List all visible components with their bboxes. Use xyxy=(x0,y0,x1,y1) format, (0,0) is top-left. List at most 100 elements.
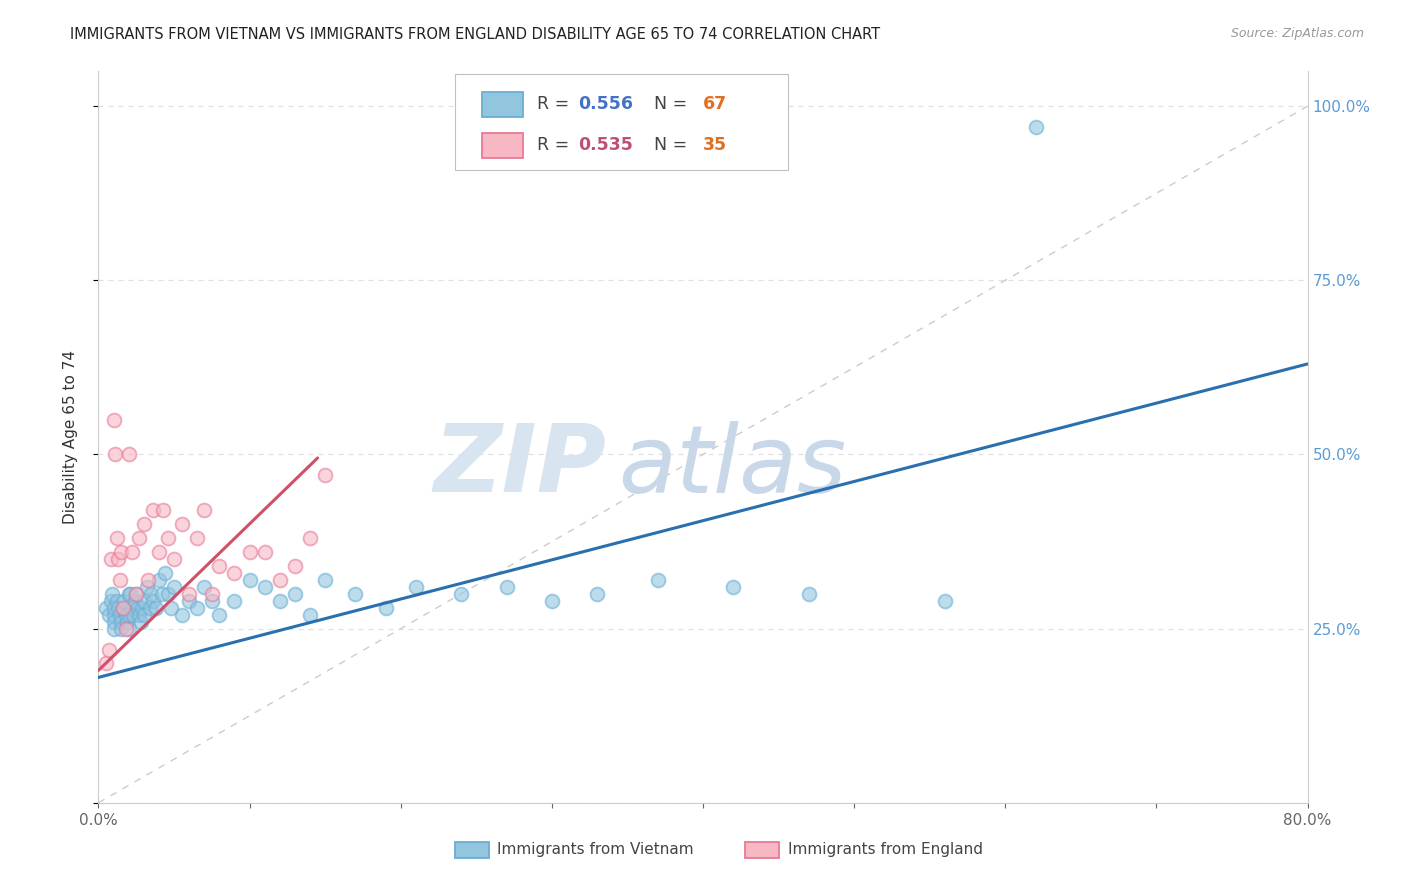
Point xyxy=(94,600,117,615)
Point xyxy=(179,587,201,601)
Point xyxy=(120,587,142,601)
Point xyxy=(118,607,141,622)
Text: IMMIGRANTS FROM VIETNAM VS IMMIGRANTS FROM ENGLAND DISABILITY AGE 65 TO 74 CORRE: IMMIGRANTS FROM VIETNAM VS IMMIGRANTS FR… xyxy=(70,27,880,42)
Text: 0.556: 0.556 xyxy=(578,95,634,112)
Point xyxy=(111,600,134,615)
Point xyxy=(160,600,183,615)
Text: N =: N = xyxy=(643,95,692,112)
Point xyxy=(112,594,135,608)
Point xyxy=(118,587,141,601)
Point xyxy=(179,594,201,608)
Point xyxy=(163,580,186,594)
Y-axis label: Disability Age 65 to 74: Disability Age 65 to 74 xyxy=(63,350,77,524)
Point xyxy=(647,573,669,587)
Point xyxy=(170,607,193,622)
Point xyxy=(107,600,129,615)
Text: N =: N = xyxy=(643,136,692,153)
Point xyxy=(145,600,167,615)
Point xyxy=(284,587,307,601)
Point xyxy=(114,607,136,622)
Point xyxy=(104,448,127,462)
Point xyxy=(128,607,150,622)
Point xyxy=(163,552,186,566)
Point xyxy=(170,517,193,532)
Point xyxy=(239,573,262,587)
Point xyxy=(540,594,562,608)
Point xyxy=(299,607,322,622)
Point xyxy=(186,600,208,615)
Point xyxy=(148,573,170,587)
Point xyxy=(125,587,148,601)
Point xyxy=(108,607,131,622)
Point xyxy=(132,517,155,532)
Point xyxy=(208,558,231,573)
Point xyxy=(100,552,122,566)
Bar xyxy=(456,841,489,858)
Bar xyxy=(482,92,523,117)
Text: Source: ZipAtlas.com: Source: ZipAtlas.com xyxy=(1230,27,1364,40)
Point xyxy=(101,587,124,601)
Text: R =: R = xyxy=(537,95,575,112)
Point xyxy=(193,580,215,594)
Point xyxy=(135,580,157,594)
Point xyxy=(142,503,165,517)
Point xyxy=(224,594,246,608)
Point xyxy=(131,600,153,615)
Point xyxy=(125,587,148,601)
Point xyxy=(934,594,956,608)
Point xyxy=(105,594,128,608)
Point xyxy=(405,580,427,594)
Point xyxy=(723,580,745,594)
Point xyxy=(98,607,121,622)
Point xyxy=(284,558,307,573)
Point xyxy=(114,622,136,636)
Point xyxy=(129,615,152,629)
Point xyxy=(224,566,246,580)
Point xyxy=(269,594,291,608)
Point xyxy=(156,587,179,601)
Point xyxy=(153,566,176,580)
Point xyxy=(374,600,396,615)
Text: R =: R = xyxy=(537,136,575,153)
Point xyxy=(239,545,262,559)
Point xyxy=(344,587,367,601)
Point xyxy=(115,615,138,629)
Point xyxy=(118,622,141,636)
FancyBboxPatch shape xyxy=(456,73,787,170)
Point xyxy=(156,531,179,545)
Point xyxy=(797,587,820,601)
Text: Immigrants from England: Immigrants from England xyxy=(787,842,983,857)
Point xyxy=(142,594,165,608)
Point xyxy=(132,607,155,622)
Point xyxy=(121,600,143,615)
Point xyxy=(110,615,132,629)
Point xyxy=(201,587,224,601)
Point xyxy=(314,468,336,483)
Text: 35: 35 xyxy=(703,136,727,153)
Point xyxy=(193,503,215,517)
Point xyxy=(314,573,336,587)
Point xyxy=(128,531,150,545)
Point xyxy=(586,587,609,601)
Point xyxy=(107,552,129,566)
Text: 0.535: 0.535 xyxy=(578,136,633,153)
Point xyxy=(103,615,125,629)
Point xyxy=(110,622,132,636)
Point xyxy=(121,545,143,559)
Point xyxy=(148,545,170,559)
Text: 67: 67 xyxy=(703,95,727,112)
Point xyxy=(269,573,291,587)
Point xyxy=(136,573,159,587)
Point xyxy=(103,412,125,426)
Point xyxy=(110,545,132,559)
Point xyxy=(208,607,231,622)
Point xyxy=(186,531,208,545)
Point xyxy=(118,448,141,462)
Bar xyxy=(745,841,779,858)
Point xyxy=(150,587,173,601)
Point xyxy=(105,531,128,545)
Point xyxy=(450,587,472,601)
Point xyxy=(122,607,145,622)
Point xyxy=(253,580,276,594)
Point xyxy=(94,657,117,671)
